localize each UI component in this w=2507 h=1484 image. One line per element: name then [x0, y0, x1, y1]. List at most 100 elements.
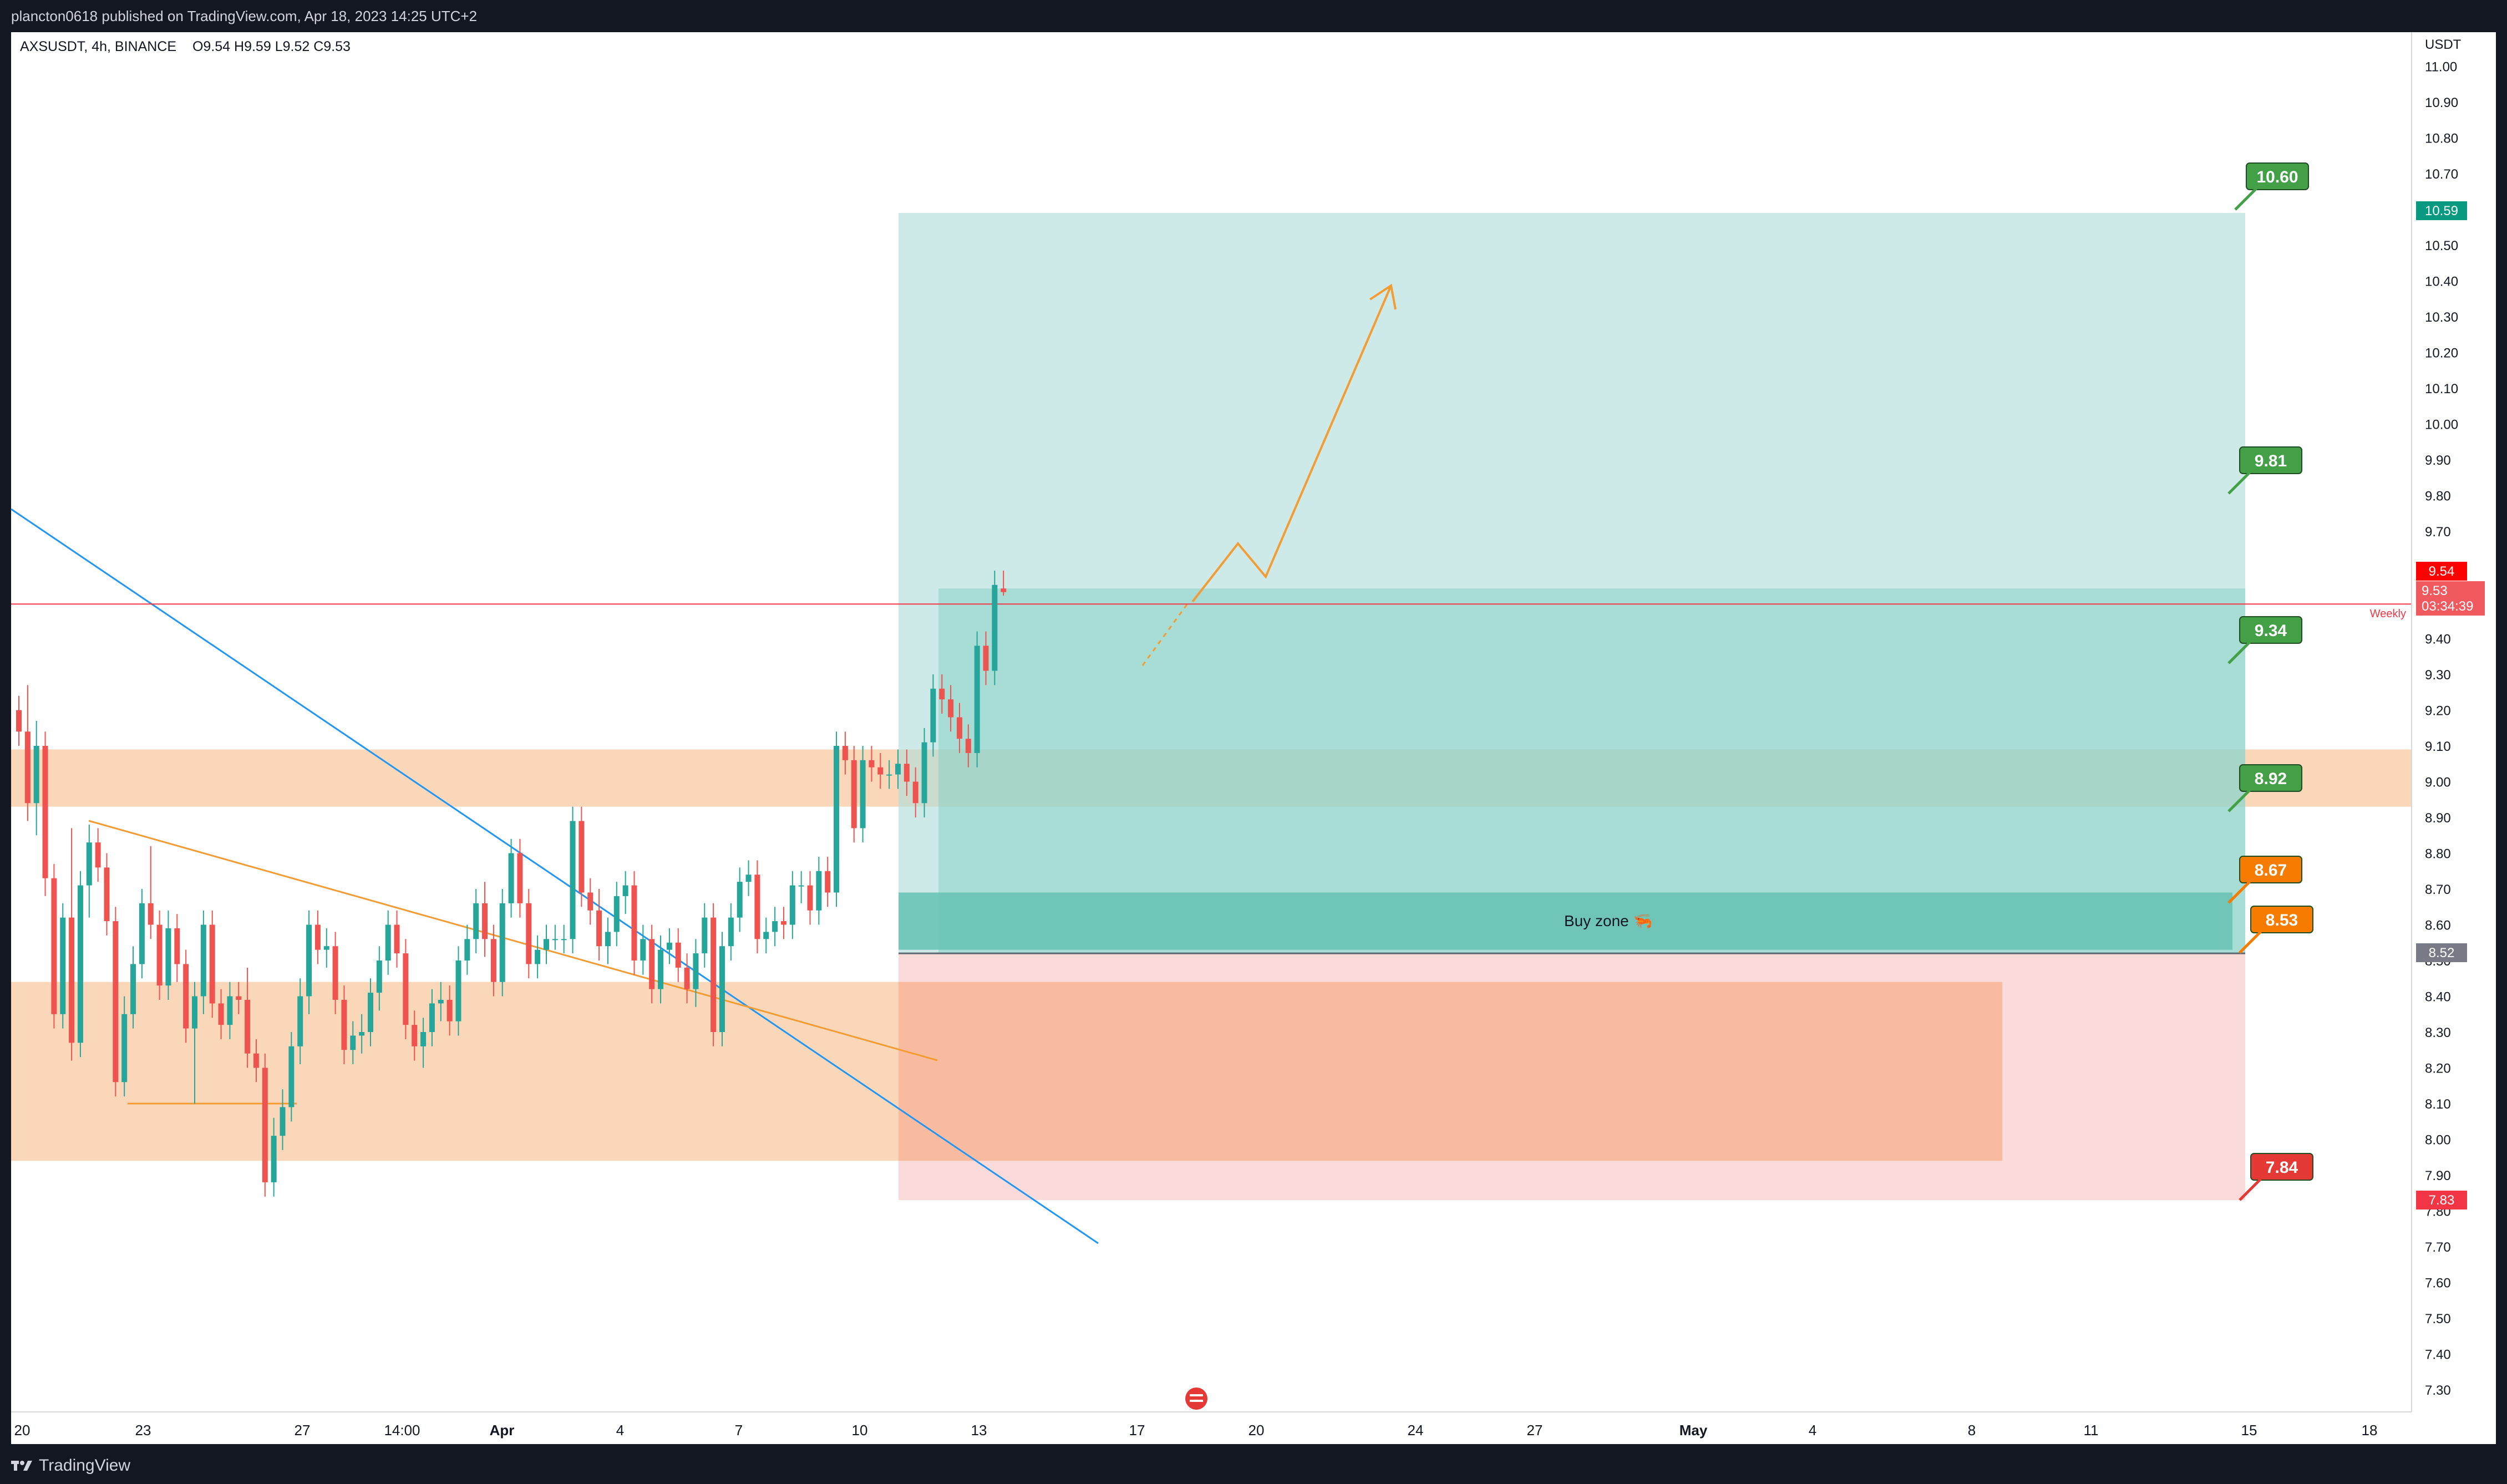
candle-body — [464, 939, 470, 960]
target-10-60-pointer — [2234, 187, 2257, 211]
target-9-34-box[interactable] — [2239, 616, 2302, 644]
entry-8-67-box[interactable] — [2239, 856, 2302, 883]
x-tick-label: 4 — [616, 1422, 624, 1439]
target-9-81-box[interactable] — [2239, 446, 2302, 474]
y-tick-label: 8.30 — [2425, 1025, 2451, 1040]
candle-body — [658, 949, 664, 989]
y-tick-label: 10.30 — [2425, 310, 2458, 325]
profit-zone — [899, 212, 2245, 954]
event-flag-stripe — [1190, 1400, 1203, 1402]
candle-body — [16, 710, 22, 732]
y-tick-label: 10.10 — [2425, 382, 2458, 397]
y-tick-label: 8.60 — [2425, 918, 2451, 933]
candle-body — [552, 939, 558, 941]
support-zone-overlap — [899, 982, 2002, 1161]
y-tick-label: 9.10 — [2425, 739, 2451, 754]
candle-body — [280, 1107, 286, 1136]
candle-body — [139, 903, 145, 964]
target-9-81-label: 9.81 — [2255, 452, 2287, 470]
weekly-label: Weekly — [2370, 608, 2406, 620]
buy-zone — [899, 892, 2232, 950]
candle-body — [869, 760, 875, 768]
y-tick-label: 7.60 — [2425, 1276, 2451, 1291]
candles — [16, 570, 1007, 1197]
candle-body — [60, 917, 66, 1014]
tradingview-logo-icon — [11, 1461, 32, 1471]
candle-body — [772, 921, 778, 932]
entry-8-67-pointer — [2227, 881, 2251, 904]
last-price-badge: 9.53 — [2422, 583, 2448, 598]
candle-body — [825, 871, 831, 893]
candle-body — [113, 921, 119, 1082]
candle-body — [271, 1136, 277, 1182]
candle-body — [622, 885, 628, 896]
target-price-badge: 10.59 — [2425, 204, 2458, 218]
candle-body — [412, 1025, 418, 1046]
y-tick-label: 9.40 — [2425, 632, 2451, 647]
x-tick-label: 10 — [852, 1422, 868, 1439]
candle-body — [482, 903, 488, 939]
candle-body — [209, 924, 215, 1004]
candle-body — [236, 996, 242, 1000]
candle-body — [965, 739, 971, 753]
y-tick-label: 10.90 — [2425, 95, 2458, 110]
y-tick-label: 8.00 — [2425, 1133, 2451, 1148]
event-flag-icon[interactable] — [1185, 1388, 1207, 1410]
y-tick-label: 7.70 — [2425, 1240, 2451, 1255]
stop-price-badge: 7.83 — [2429, 1193, 2455, 1208]
candle-body — [860, 760, 866, 829]
y-tick-label: 9.30 — [2425, 668, 2451, 683]
candle-body — [385, 924, 391, 960]
entry-8-53-pointer — [2239, 931, 2262, 954]
candle-body — [763, 932, 769, 939]
candle-body — [983, 646, 989, 671]
stop-price-badge-bg — [2416, 1191, 2467, 1209]
x-tick-label: 8 — [1968, 1422, 1976, 1439]
candle-body — [376, 960, 382, 993]
x-tick-label: 27 — [295, 1422, 311, 1439]
candle-body — [535, 949, 541, 964]
stop-7-84-label: 7.84 — [2266, 1158, 2298, 1177]
candle-body — [693, 953, 699, 989]
candle-body — [350, 1035, 356, 1050]
candle-body — [754, 875, 760, 939]
candle-body — [948, 699, 954, 718]
price-axis-bg — [2412, 32, 2496, 1412]
target-8-92-label: 8.92 — [2255, 770, 2287, 788]
candle-body — [95, 842, 101, 868]
y-tick-label: 8.90 — [2425, 811, 2451, 826]
candle-body — [165, 928, 171, 986]
candle-body — [42, 746, 48, 878]
candle-body — [438, 999, 444, 1004]
candle-body — [666, 942, 672, 950]
y-tick-label: 7.90 — [2425, 1168, 2451, 1183]
candle-body — [130, 964, 136, 1014]
candle-body — [455, 960, 461, 1021]
target-10-60-box[interactable] — [2246, 162, 2309, 190]
candle-body — [596, 910, 602, 947]
candle-body — [939, 688, 945, 700]
x-tick-label: 13 — [971, 1422, 987, 1439]
stop-7-84-pointer — [2239, 1178, 2262, 1201]
candle-body — [640, 939, 646, 960]
candle-body — [288, 1046, 295, 1107]
symbol-header: AXSUSDT, 4h, BINANCE O9.54 H9.59 L9.52 C… — [20, 39, 351, 55]
stop-7-84-box[interactable] — [2250, 1153, 2313, 1181]
target-8-92-box[interactable] — [2239, 764, 2302, 792]
candle-body — [728, 917, 734, 947]
entry-8-53-box[interactable] — [2250, 906, 2313, 933]
candle-body — [675, 942, 681, 968]
candle-body — [834, 746, 840, 893]
candle-body — [745, 875, 752, 882]
tradingview-brand[interactable]: TradingView — [11, 1456, 130, 1475]
candle-body — [587, 892, 593, 911]
buy-zone-label: Buy zone 🦐 — [1564, 912, 1652, 929]
countdown-label: 03:34:39 — [2422, 599, 2473, 614]
y-tick-label: 10.50 — [2425, 238, 2458, 253]
projection-path — [1191, 285, 1392, 603]
last-price-badge-bg — [2416, 581, 2485, 616]
brand-label: TradingView — [39, 1456, 131, 1475]
candle-body — [544, 939, 549, 950]
